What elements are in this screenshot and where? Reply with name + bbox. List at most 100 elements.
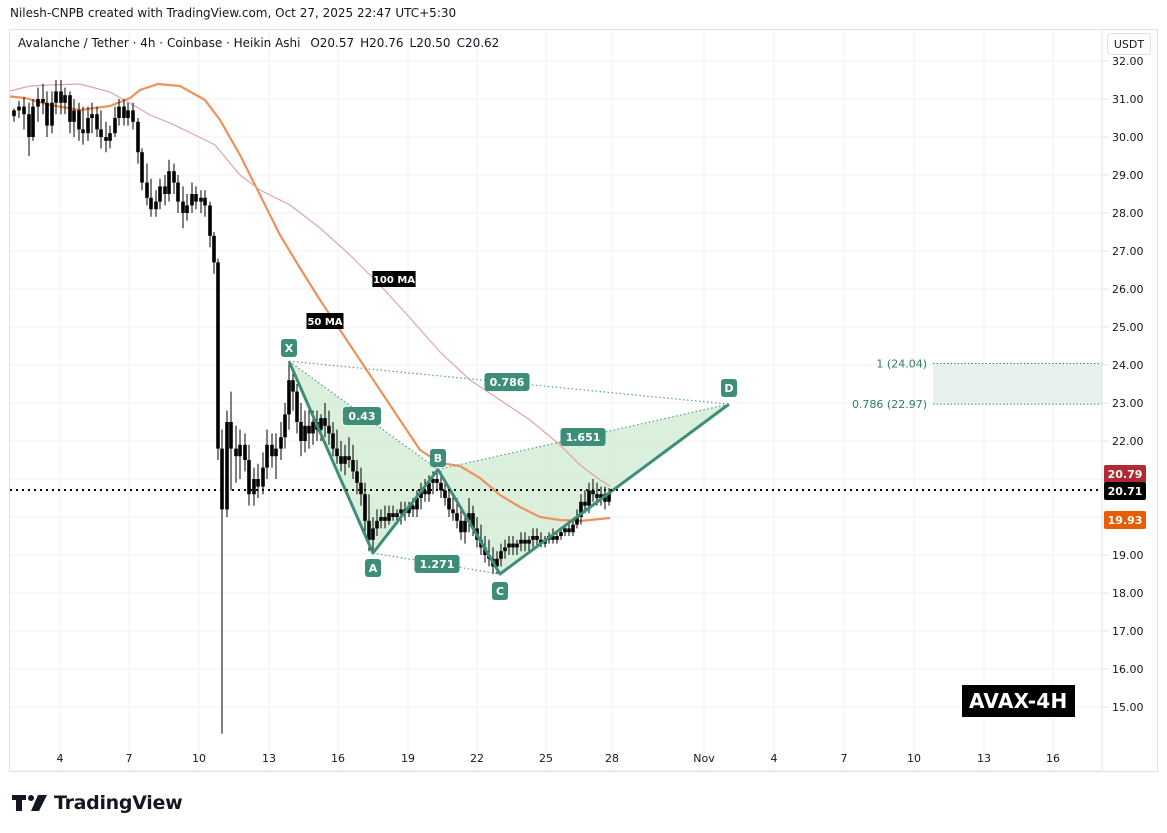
candle [399, 501, 403, 525]
price-tag-box [1104, 511, 1146, 529]
candle [126, 102, 130, 126]
candle [243, 433, 247, 472]
candle [303, 410, 307, 453]
candle-body [471, 513, 475, 529]
candle [575, 509, 579, 529]
candle-body [104, 137, 108, 141]
candle-body [367, 520, 371, 540]
x-tick-label: 7 [841, 752, 848, 765]
candle [63, 87, 67, 115]
ratio-label: 0.43 [348, 410, 375, 423]
candle [145, 163, 149, 206]
candle-body [36, 99, 40, 107]
chart-credit: Nilesh-CNPB created with TradingView.com… [10, 6, 457, 20]
candle-body [291, 380, 295, 392]
x-tick-label: 4 [57, 752, 64, 765]
candle-body [126, 110, 130, 118]
candle-body [199, 197, 203, 202]
x-tick-label: 28 [605, 752, 619, 765]
candle-body [303, 425, 307, 441]
candle-body [563, 528, 567, 533]
candle [181, 186, 185, 229]
ma-label-box [306, 313, 344, 329]
candle-body [163, 186, 167, 194]
candle [149, 178, 153, 217]
candle [252, 467, 256, 506]
candle [90, 102, 94, 134]
candle-body [12, 110, 16, 117]
candle-body [583, 501, 587, 506]
candle [274, 433, 278, 479]
candle-body [579, 501, 583, 517]
candle-body [307, 425, 311, 434]
x-tick-label: 7 [126, 752, 133, 765]
candle-body [220, 448, 224, 510]
candle-body [95, 114, 99, 130]
price-tag-box [1104, 482, 1146, 500]
candle-body [463, 520, 467, 533]
candle [331, 422, 335, 457]
candle-body [252, 479, 256, 495]
candle [511, 536, 515, 555]
candle-body [45, 102, 49, 126]
tradingview-logo[interactable]: TradingView [12, 792, 183, 814]
candle-body [140, 152, 144, 183]
candle [220, 429, 224, 734]
candle [117, 99, 121, 126]
candle-body [145, 182, 149, 198]
candle [343, 444, 347, 476]
y-tick-label: 15.00 [1112, 701, 1144, 714]
ratio-label-box [560, 428, 606, 446]
legend-open: O20.57 [310, 36, 355, 50]
candle-body [511, 543, 515, 548]
candle [535, 528, 539, 548]
tradingview-logo-text: TradingView [54, 792, 183, 814]
candle [238, 429, 242, 479]
candle [383, 505, 387, 529]
candle-body [327, 425, 331, 434]
candle-body [59, 91, 63, 103]
fib-level-label: 1 (24.04) [876, 357, 927, 370]
candle-body [347, 456, 351, 460]
candle-body [181, 201, 185, 213]
candle-body [176, 182, 180, 202]
candle [36, 87, 40, 122]
candle-body [283, 414, 287, 438]
candle-body [411, 505, 415, 510]
point-label-x: X [285, 342, 294, 355]
price-axis[interactable]: 32.00 31.00 30.00 29.00 28.00 27.00 26.00 25.00… [1101, 30, 1144, 771]
candle-body [68, 95, 72, 122]
candle [499, 543, 503, 567]
fib-level-label: 0.786 (22.97) [852, 398, 927, 411]
candle-body [523, 539, 527, 544]
candle-body [158, 186, 162, 202]
ma-50-line [9, 82, 611, 523]
y-tick-label: 29.00 [1112, 169, 1144, 182]
candle [163, 175, 167, 206]
symbol-legend: Avalanche / Tether · 4h · Coinbase · Hei… [18, 36, 505, 50]
candle-body [212, 235, 216, 263]
candle-body [122, 106, 126, 118]
candle [203, 190, 207, 217]
candle-body [383, 517, 387, 521]
time-axis[interactable]: 4 7 10 13 16 19 22 25 28 Nov 4 7 10 13 16 [10, 752, 1102, 772]
legend-close: C20.62 [456, 36, 500, 50]
candle-body [225, 422, 229, 510]
price-tag-label: 20.71 [1108, 485, 1143, 498]
legend-low: L20.50 [409, 36, 451, 50]
currency-button[interactable]: USDT [1107, 33, 1151, 55]
candle-body [595, 494, 599, 498]
ratio-label: 1.271 [420, 558, 455, 571]
candle [81, 106, 85, 145]
price-tags: 20.79 20.71 19.93 [1104, 465, 1146, 529]
candle [77, 102, 81, 141]
candle [283, 403, 287, 449]
candle-body [539, 539, 543, 544]
candle [339, 441, 343, 472]
price-tag-box [1104, 465, 1146, 483]
y-tick-label: 31.00 [1112, 93, 1144, 106]
candle [503, 539, 507, 559]
candle [54, 80, 58, 115]
point-label-b-box [430, 449, 446, 467]
